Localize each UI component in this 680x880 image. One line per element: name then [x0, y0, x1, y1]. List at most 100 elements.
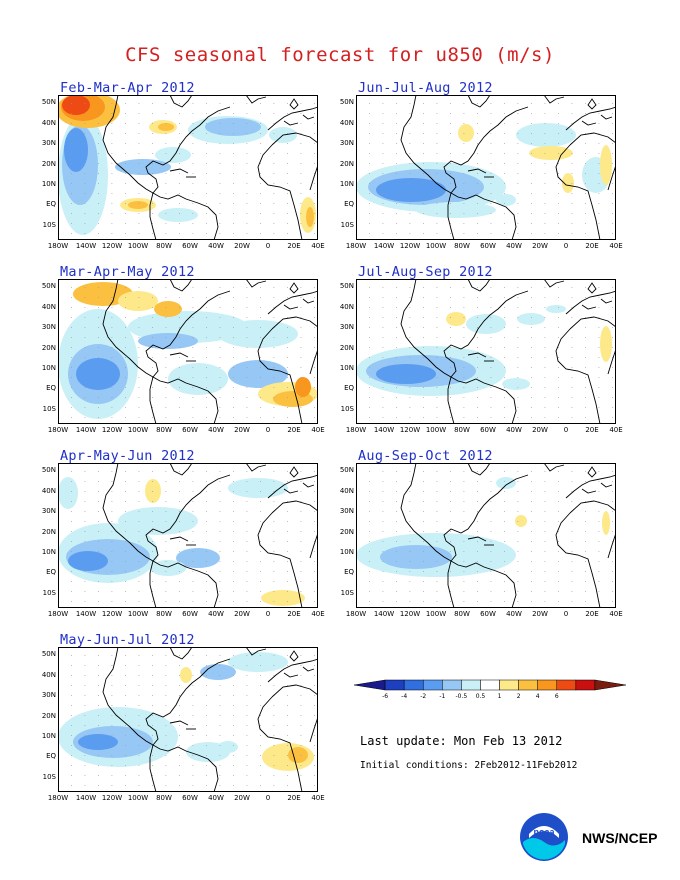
lon-tick-label: 60W — [480, 610, 496, 618]
panel-label-aso: Aug-Sep-Oct 2012 — [358, 448, 493, 464]
panel-label-mam: Mar-Apr-May 2012 — [60, 264, 195, 280]
lat-tick-label: EQ — [46, 384, 56, 392]
lat-tick-label: 10N — [339, 364, 354, 372]
lat-tick-label: 10S — [42, 405, 56, 413]
lon-tick-label: 20W — [234, 426, 250, 434]
panel-label-fma: Feb-Mar-Apr 2012 — [60, 80, 195, 96]
legend-tick-label: 0.5 — [476, 693, 486, 700]
map-panel-mam: 50N 40N 30N 20N 10N EQ 10S 180W 140W 120W 100W 80W 6… — [42, 279, 325, 434]
lon-tick-label: 180W — [345, 610, 367, 618]
lon-tick-label: 40W — [506, 242, 522, 250]
lon-tick-label: 100W — [127, 242, 149, 250]
lon-tick-label: 20E — [287, 242, 301, 250]
lat-tick-label: 10S — [340, 221, 354, 229]
lat-tick-label: 30N — [41, 139, 56, 147]
lat-tick-label: 10S — [42, 221, 56, 229]
lon-tick-label: 80W — [454, 242, 470, 250]
lon-tick-label: 40E — [311, 794, 325, 802]
lon-tick-label: 40E — [311, 242, 325, 250]
lon-tick-label: 80W — [454, 610, 470, 618]
lon-tick-label: 20W — [234, 610, 250, 618]
lat-tick-label: 50N — [41, 98, 56, 106]
lat-tick-label: 50N — [41, 650, 56, 658]
lon-tick-label: 100W — [127, 426, 149, 434]
lon-tick-label: 20E — [287, 794, 301, 802]
panel-label-jja: Jun-Jul-Aug 2012 — [358, 80, 493, 96]
lon-tick-label: 80W — [156, 242, 172, 250]
lon-tick-label: 40W — [208, 426, 224, 434]
lat-tick-label: 40N — [339, 487, 354, 495]
lon-tick-label: 60W — [480, 242, 496, 250]
lon-tick-label: 120W — [101, 610, 123, 618]
lon-tick-label: 40W — [208, 794, 224, 802]
panel-label-amj: Apr-May-Jun 2012 — [60, 448, 195, 464]
lat-tick-label: 50N — [339, 98, 354, 106]
lon-tick-label: 0 — [563, 610, 569, 618]
lat-tick-label: 50N — [339, 466, 354, 474]
lon-tick-label: 40E — [609, 242, 623, 250]
lon-tick-label: 100W — [425, 426, 447, 434]
legend-tick-label: 4 — [536, 693, 540, 700]
initial-conditions-text: Initial conditions: 2Feb2012-11Feb2012 — [360, 760, 578, 771]
map-panel-amj: 50N 40N 30N 20N 10N EQ 10S 180W 140W 120W 100W 80W 6… — [42, 463, 325, 618]
map-panel-jas: 50N 40N 30N 20N 10N EQ 10S 180W 140W 120W 100W 80W 6… — [340, 279, 623, 434]
lon-tick-label: 0 — [563, 242, 569, 250]
lat-tick-label: 10S — [42, 773, 56, 781]
noaa-logo: noaa — [519, 812, 569, 862]
lon-tick-label: 0 — [265, 242, 271, 250]
lon-tick-label: 40E — [609, 610, 623, 618]
page-title: CFS seasonal forecast for u850 (m/s) — [125, 44, 555, 66]
last-update-text: Last update: Mon Feb 13 2012 — [360, 734, 563, 748]
lon-tick-label: 60W — [182, 242, 198, 250]
lon-tick-label: 20W — [234, 242, 250, 250]
legend-tick-label: -0.5 — [456, 693, 468, 700]
lon-tick-label: 100W — [425, 610, 447, 618]
lon-tick-label: 20E — [585, 610, 599, 618]
lat-tick-label: 30N — [339, 323, 354, 331]
lon-tick-label: 0 — [265, 794, 271, 802]
lat-tick-label: 10N — [41, 364, 56, 372]
lon-tick-label: 60W — [182, 426, 198, 434]
lon-tick-label: 100W — [127, 794, 149, 802]
legend-tick-label: -4 — [401, 693, 407, 700]
legend-tick-label: -1 — [439, 693, 445, 700]
lat-tick-label: 40N — [339, 119, 354, 127]
lon-tick-label: 120W — [101, 794, 123, 802]
lon-tick-label: 60W — [182, 794, 198, 802]
lat-tick-label: EQ — [46, 200, 56, 208]
lat-tick-label: 10S — [340, 589, 354, 597]
lon-tick-label: 60W — [182, 610, 198, 618]
lon-tick-label: 180W — [47, 242, 69, 250]
lat-tick-label: 10N — [41, 732, 56, 740]
lon-tick-label: 20E — [287, 426, 301, 434]
panel-label-jas: Jul-Aug-Sep 2012 — [358, 264, 493, 280]
lon-tick-label: 140W — [373, 610, 395, 618]
lon-tick-label: 20E — [585, 242, 599, 250]
lon-tick-label: 40W — [208, 242, 224, 250]
panel-label-mjj: May-Jun-Jul 2012 — [60, 632, 195, 648]
lon-tick-label: 180W — [345, 242, 367, 250]
lon-tick-label: 20E — [287, 610, 301, 618]
lon-tick-label: 140W — [75, 794, 97, 802]
lon-tick-label: 140W — [75, 426, 97, 434]
lon-tick-label: 40W — [208, 610, 224, 618]
lon-tick-label: 180W — [47, 426, 69, 434]
lat-tick-label: 10N — [41, 548, 56, 556]
lon-tick-label: 40E — [311, 426, 325, 434]
lon-tick-label: 40W — [506, 610, 522, 618]
lat-tick-label: 40N — [41, 119, 56, 127]
lat-tick-label: EQ — [344, 200, 354, 208]
lon-tick-label: 100W — [425, 242, 447, 250]
lon-tick-label: 120W — [399, 242, 421, 250]
lat-tick-label: 40N — [41, 487, 56, 495]
lat-tick-label: 20N — [41, 528, 56, 536]
lon-tick-label: 0 — [265, 610, 271, 618]
lon-tick-label: 180W — [345, 426, 367, 434]
legend-tick-label: -2 — [420, 693, 426, 700]
lon-tick-label: 80W — [454, 426, 470, 434]
lon-tick-label: 20W — [532, 610, 548, 618]
lon-tick-label: 120W — [399, 610, 421, 618]
map-panel-mjj: 50N 40N 30N 20N 10N EQ 10S 180W 140W 120W 100W 80W 6… — [42, 647, 325, 802]
map-panel-jja: 50N 40N 30N 20N 10N EQ 10S 180W 140W 120W 100W 80W 6… — [340, 95, 623, 250]
agency-label: NWS/NCEP — [582, 830, 658, 846]
